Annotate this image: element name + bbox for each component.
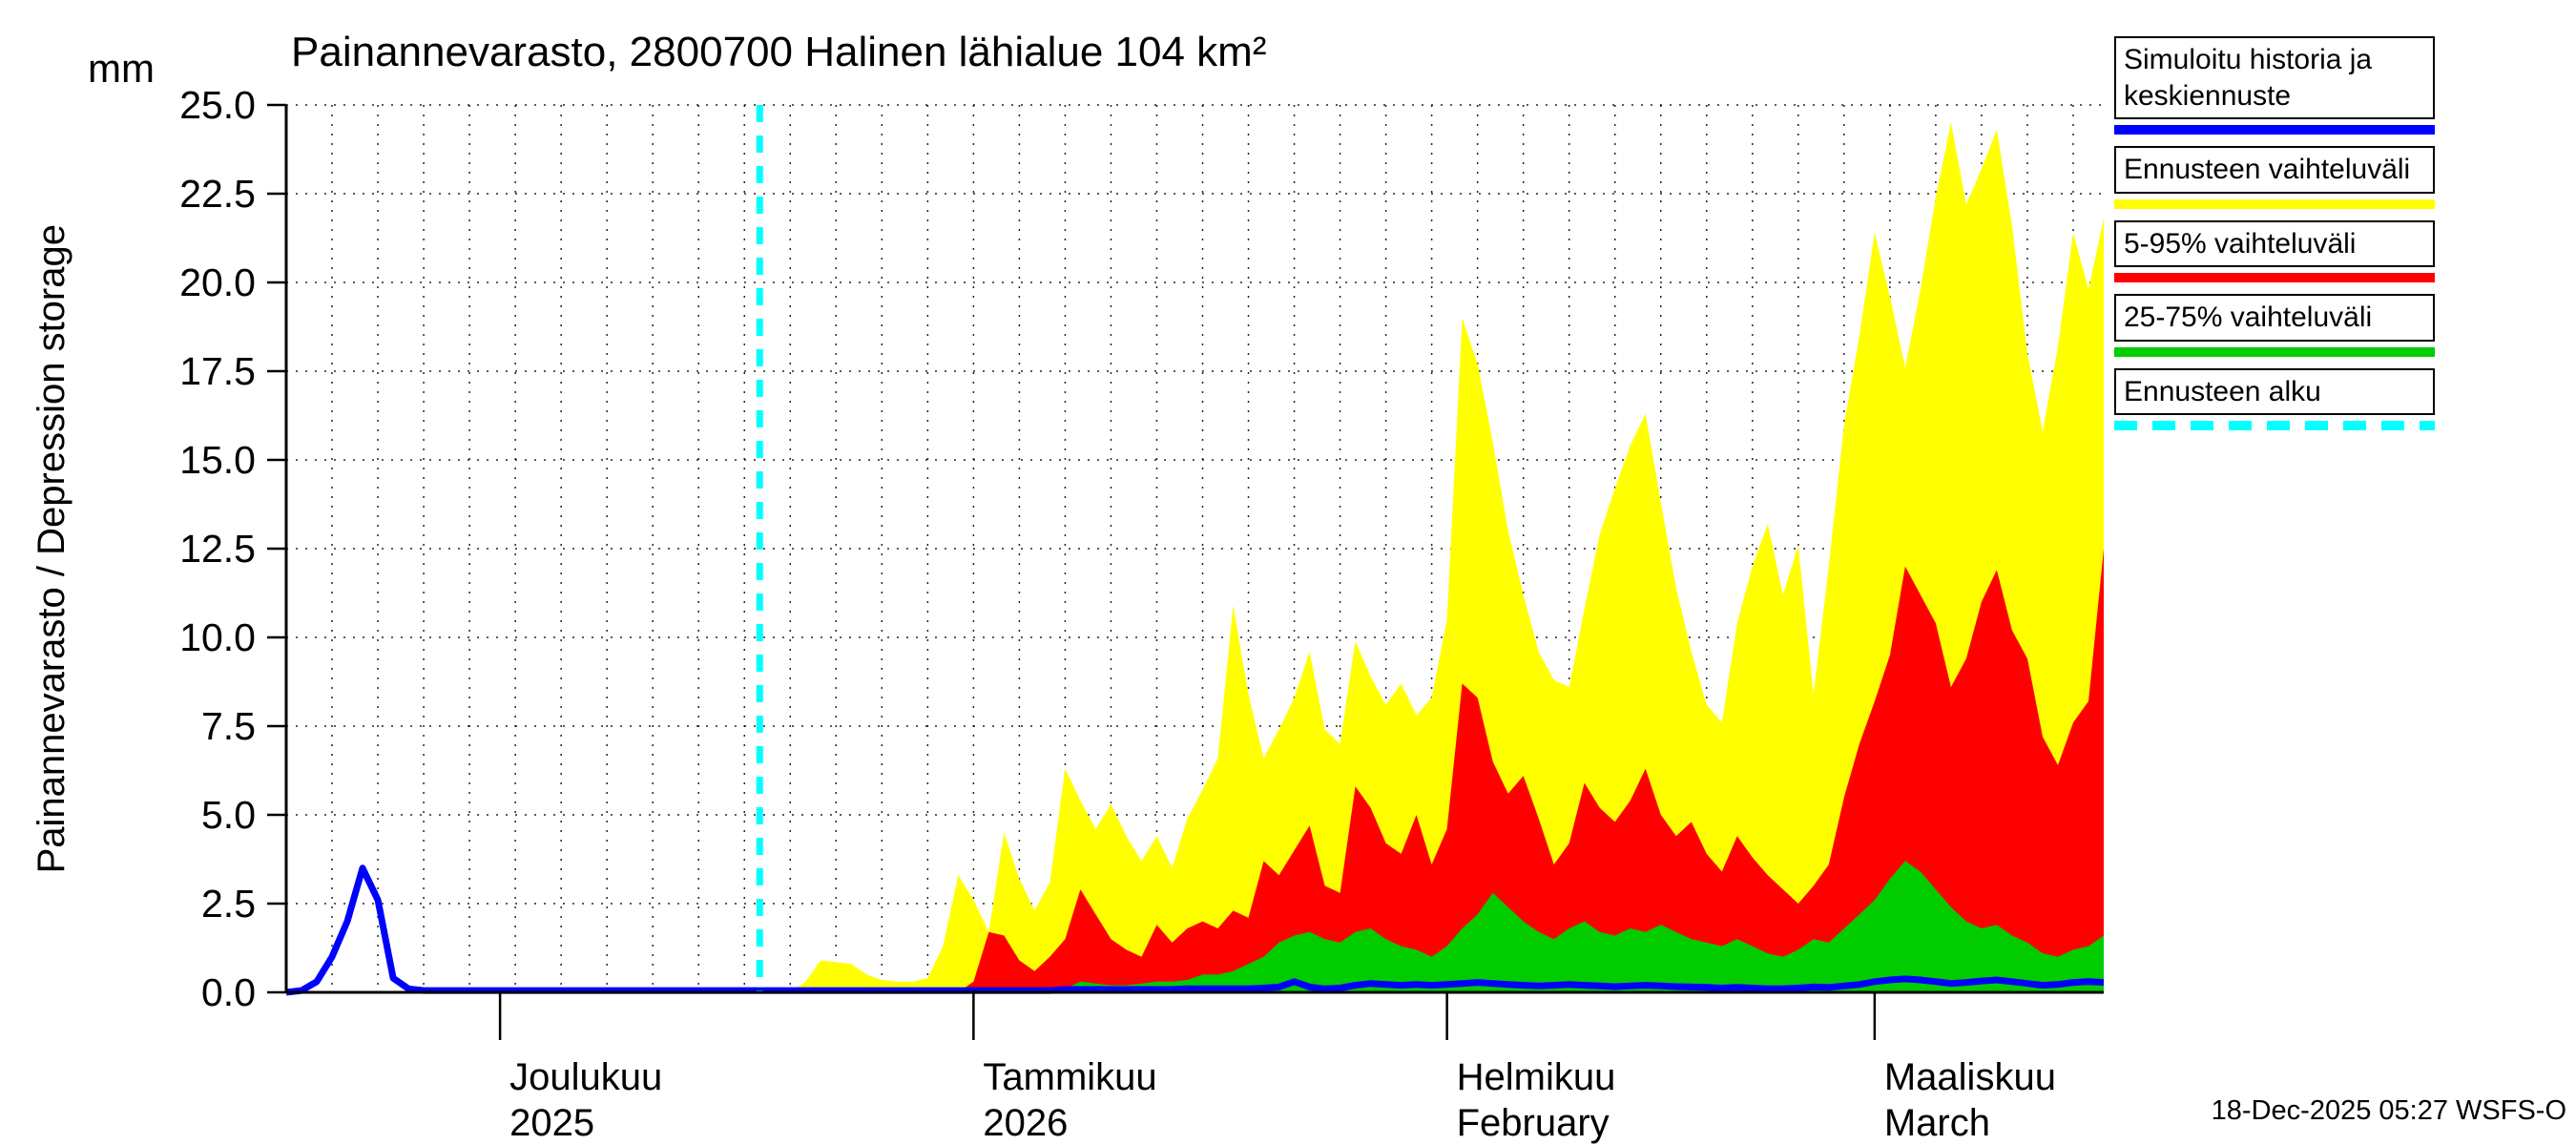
y-tick-label: 22.5 xyxy=(179,172,256,216)
y-tick-label: 7.5 xyxy=(201,704,256,748)
y-tick-label: 12.5 xyxy=(179,527,256,571)
x-tick-label-sub: February xyxy=(1457,1102,1610,1144)
y-tick-label: 15.0 xyxy=(179,438,256,482)
legend-line-yellow xyxy=(2114,198,2435,209)
y-tick-label: 0.0 xyxy=(201,970,256,1014)
legend-label: Ennusteen vaihteluväli xyxy=(2114,146,2435,194)
legend-entry-simulated-history: Simuloitu historia ja keskiennuste xyxy=(2114,36,2435,135)
x-tick-label-sub: 2026 xyxy=(983,1102,1068,1144)
x-tick-label-month: Joulukuu xyxy=(509,1056,662,1098)
legend-entry-forecast-start: Ennusteen alku xyxy=(2114,367,2435,430)
legend-entry-forecast-range: Ennusteen vaihteluväli xyxy=(2114,146,2435,209)
chart-title: Painannevarasto, 2800700 Halinen lähialu… xyxy=(291,29,1267,75)
mean-line xyxy=(285,864,2105,996)
legend-label: Simuloitu historia ja keskiennuste xyxy=(2114,36,2435,119)
timestamp: 18-Dec-2025 05:27 WSFS-O xyxy=(2211,1095,2566,1126)
p595-band xyxy=(286,549,2104,992)
y-tick-label: 5.0 xyxy=(201,793,256,837)
legend-line-red xyxy=(2114,273,2435,282)
y-tick-label: 2.5 xyxy=(201,882,256,926)
legend-entry-25-75: 25-75% vaihteluväli xyxy=(2114,294,2435,357)
legend-line-cyan xyxy=(2114,421,2435,430)
axes: 0.0 2.5 5.0 7.5 10.0 12.5 15.0 17.5 20.0 22.5 25.0… xyxy=(179,83,2104,1144)
legend-entry-5-95: 5-95% vaihteluväli xyxy=(2114,219,2435,282)
x-tick-label-sub: March xyxy=(1884,1102,1990,1144)
range-band xyxy=(286,122,2104,993)
legend-label: Ennusteen alku xyxy=(2114,367,2435,415)
y-tick-label: 17.5 xyxy=(179,349,256,393)
legend-label: 5-95% vaihteluväli xyxy=(2114,219,2435,267)
x-tick-label-month: Helmikuu xyxy=(1457,1056,1616,1098)
y-tick-label: 25.0 xyxy=(179,83,256,127)
x-tick-label-month: Tammikuu xyxy=(983,1056,1156,1098)
y-tick-label: 10.0 xyxy=(179,615,256,659)
legend-line-blue xyxy=(2114,125,2435,135)
y-axis-unit: mm xyxy=(88,46,155,91)
y-tick-label: 20.0 xyxy=(179,260,256,304)
x-tick-label-sub: 2025 xyxy=(509,1102,594,1144)
p2575-band xyxy=(286,861,2104,992)
legend: Simuloitu historia ja keskiennuste Ennus… xyxy=(2114,36,2435,442)
legend-label: 25-75% vaihteluväli xyxy=(2114,294,2435,342)
legend-line-green xyxy=(2114,346,2435,357)
x-tick-label-month: Maaliskuu xyxy=(1884,1056,2056,1098)
